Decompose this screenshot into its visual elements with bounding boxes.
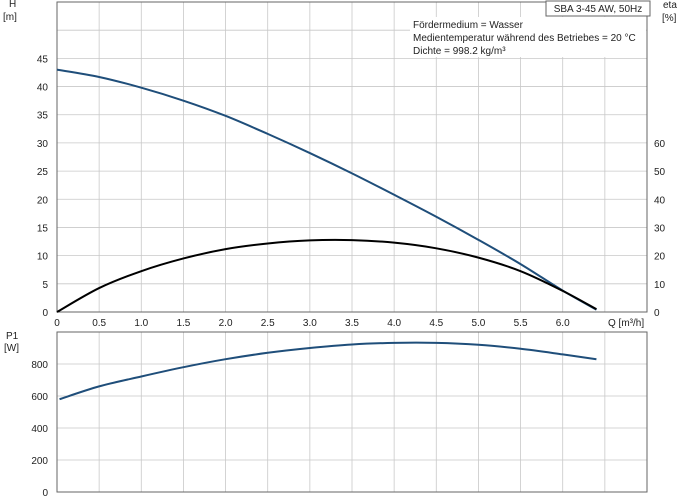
y-power-tick-label: 0	[42, 488, 48, 499]
y-right-tick-label: 50	[654, 167, 666, 178]
y-right-tick-label: 10	[654, 280, 666, 291]
x-tick-label: 2.5	[261, 318, 275, 329]
efficiency-curve	[57, 240, 596, 312]
note-temperature: Medientemperatur während des Betriebes =…	[413, 33, 636, 44]
y-power-tick-label: 600	[31, 392, 48, 403]
x-tick-label: 0	[54, 318, 60, 329]
head-curve	[57, 70, 596, 310]
power-curve	[60, 343, 597, 400]
x-tick-label: 1.0	[134, 318, 148, 329]
y-left-tick-label: 20	[37, 195, 49, 206]
x-tick-label: 3.5	[345, 318, 359, 329]
x-tick-label: 3.0	[303, 318, 317, 329]
y-right-tick-label: 0	[654, 308, 660, 319]
y-left-tick-label: 10	[37, 252, 49, 263]
y-left-tick-label: 35	[37, 111, 49, 122]
y-right-label-name: eta	[663, 0, 677, 11]
note-density: Dichte = 998.2 kg/m³	[413, 46, 506, 57]
y-left-label-name: H	[9, 0, 16, 10]
y-power-tick-label: 800	[31, 360, 48, 371]
pump-title-box: SBA 3-45 AW, 50Hz	[546, 1, 650, 16]
y-power-label-unit: [W]	[4, 343, 19, 354]
y-left-tick-label: 0	[42, 308, 48, 319]
x-tick-label: 5.0	[471, 318, 485, 329]
bottom-chart-grid	[57, 332, 647, 492]
y-left-tick-label: 25	[37, 167, 49, 178]
y-power-label-name: P1	[6, 331, 19, 342]
y-right-tick-label: 40	[654, 195, 666, 206]
y-left-tick-label: 30	[37, 139, 49, 150]
medium-notes: Fördermedium = Wasser Medientemperatur w…	[410, 17, 646, 57]
y-left-tick-label: 45	[37, 54, 49, 65]
y-left-tick-label: 40	[37, 83, 49, 94]
x-tick-label: 6.0	[556, 318, 570, 329]
x-tick-label: 5.5	[514, 318, 528, 329]
y-right-tick-label: 20	[654, 252, 666, 263]
note-medium: Fördermedium = Wasser	[413, 20, 524, 31]
x-tick-label: 4.0	[387, 318, 401, 329]
top-chart-curves	[57, 70, 596, 312]
y-right-tick-label: 60	[654, 139, 666, 150]
y-left-tick-label: 5	[42, 280, 48, 291]
y-left-tick-label: 15	[37, 223, 49, 234]
x-tick-label: 4.5	[429, 318, 443, 329]
x-axis-label: Q [m³/h]	[608, 318, 644, 329]
y-right-label-unit: [%]	[662, 13, 677, 24]
bottom-chart-curves	[60, 343, 597, 400]
x-tick-label: 0.5	[92, 318, 106, 329]
x-tick-label: 2.0	[219, 318, 233, 329]
y-right-tick-label: 30	[654, 223, 666, 234]
x-tick-label: 1.5	[176, 318, 190, 329]
y-power-tick-label: 400	[31, 424, 48, 435]
pump-title: SBA 3-45 AW, 50Hz	[554, 4, 643, 15]
y-left-label-unit: [m]	[3, 12, 17, 23]
y-power-tick-label: 200	[31, 456, 48, 467]
